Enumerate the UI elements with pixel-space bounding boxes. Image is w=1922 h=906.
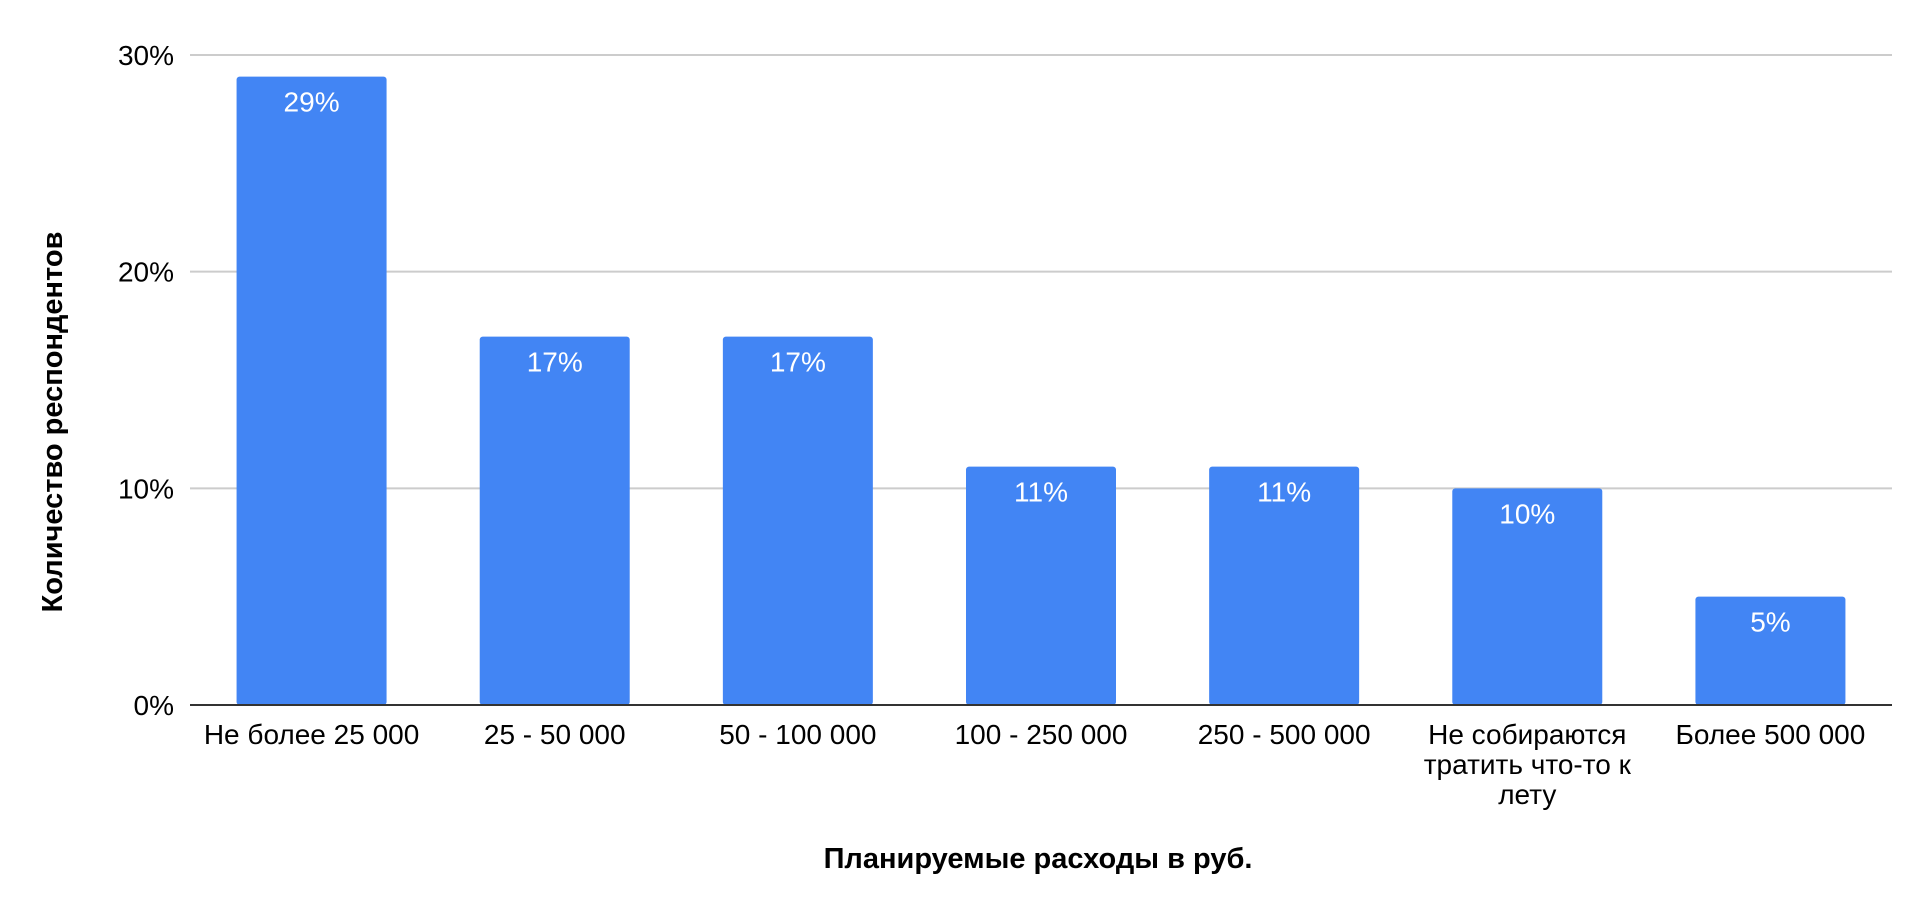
y-tick-label: 20% [118,257,174,288]
x-tick-label-line: Более 500 000 [1676,719,1866,750]
x-tick-label-line: 50 - 100 000 [719,719,876,750]
y-axis-tick-labels: 0% 10% 20% 30% [118,40,174,721]
x-tick-label-line: тратить что-то к [1424,749,1632,780]
x-axis-category-labels: Не более 25 000 25 - 50 000 50 - 100 000 10… [204,719,1865,810]
data-label: 29% [284,87,340,118]
data-label: 17% [527,347,583,378]
x-tick-label-line: Не более 25 000 [204,719,419,750]
x-tick-label-line: 250 - 500 000 [1198,719,1371,750]
bar [722,336,873,705]
bar [236,76,387,705]
x-tick-label-line: лету [1498,779,1556,810]
data-label: 11% [1014,477,1068,508]
bar [479,336,630,705]
bar [1695,596,1846,705]
x-tick-label: 25 - 50 000 [484,719,626,750]
y-tick-label: 0% [134,690,174,721]
x-tick-label-line: Не собираются [1428,719,1626,750]
x-tick-label: Более 500 000 [1676,719,1866,750]
x-axis-title: Планируемые расходы в руб. [824,843,1253,875]
y-tick-label: 10% [118,473,174,504]
data-label: 11% [1257,477,1311,508]
y-tick-label: 30% [118,40,174,71]
bar [1209,466,1360,705]
data-label: 17% [770,347,826,378]
gridlines [190,54,1892,490]
bar [1452,488,1603,705]
x-tick-label: 100 - 250 000 [955,719,1128,750]
x-tick-label: 250 - 500 000 [1198,719,1371,750]
bars [236,76,1846,705]
y-axis-title: Количество респондентов [37,232,69,613]
data-labels: 29% 17% 17% 11% 11% 10% 5% [284,87,1791,638]
x-tick-label-line: 100 - 250 000 [955,719,1128,750]
x-tick-label-line: 25 - 50 000 [484,719,626,750]
data-label: 5% [1750,607,1790,638]
x-tick-label: 50 - 100 000 [719,719,876,750]
bar [966,466,1116,705]
data-label: 10% [1499,498,1555,529]
x-tick-label: Не более 25 000 [204,719,419,750]
x-tick-label: Не собираются тратить что-то к лету [1424,719,1632,810]
